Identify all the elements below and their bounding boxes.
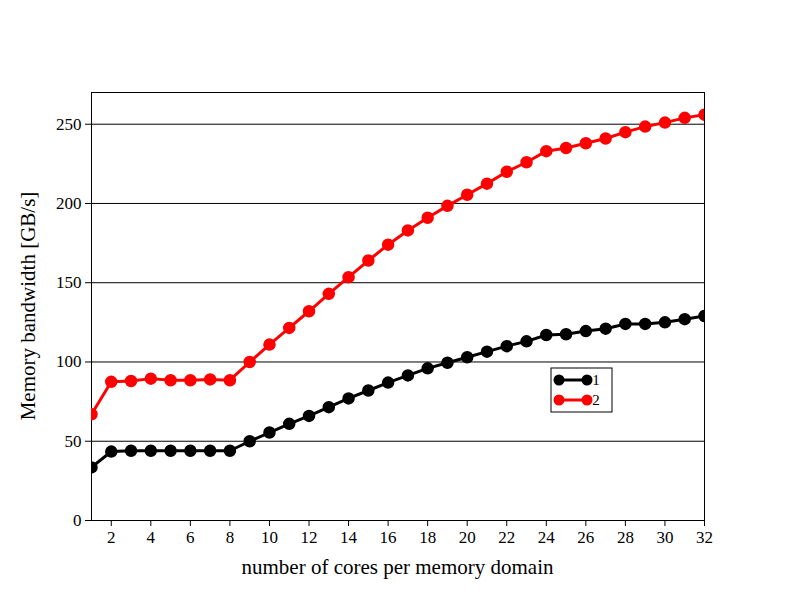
svg-text:32: 32 [696, 528, 713, 547]
svg-text:number of cores per memory dom: number of cores per memory domain [242, 555, 554, 579]
svg-text:200: 200 [56, 194, 82, 213]
svg-text:250: 250 [56, 115, 82, 134]
svg-text:10: 10 [261, 528, 278, 547]
svg-text:18: 18 [419, 528, 436, 547]
svg-text:30: 30 [656, 528, 673, 547]
svg-text:1: 1 [592, 372, 600, 388]
svg-text:0: 0 [73, 511, 82, 530]
svg-text:28: 28 [617, 528, 634, 547]
svg-text:26: 26 [577, 528, 594, 547]
svg-text:6: 6 [186, 528, 195, 547]
svg-text:24: 24 [538, 528, 556, 547]
svg-text:100: 100 [56, 352, 82, 371]
svg-text:8: 8 [226, 528, 235, 547]
svg-text:14: 14 [340, 528, 358, 547]
svg-text:Memory bandwidth [GB/s]: Memory bandwidth [GB/s] [16, 192, 40, 421]
svg-text:12: 12 [301, 528, 318, 547]
svg-text:16: 16 [380, 528, 397, 547]
svg-text:20: 20 [459, 528, 476, 547]
svg-text:150: 150 [56, 273, 82, 292]
svg-text:50: 50 [65, 432, 82, 451]
svg-text:2: 2 [107, 528, 116, 547]
svg-text:4: 4 [147, 528, 156, 547]
svg-text:2: 2 [592, 392, 600, 408]
svg-text:22: 22 [498, 528, 515, 547]
